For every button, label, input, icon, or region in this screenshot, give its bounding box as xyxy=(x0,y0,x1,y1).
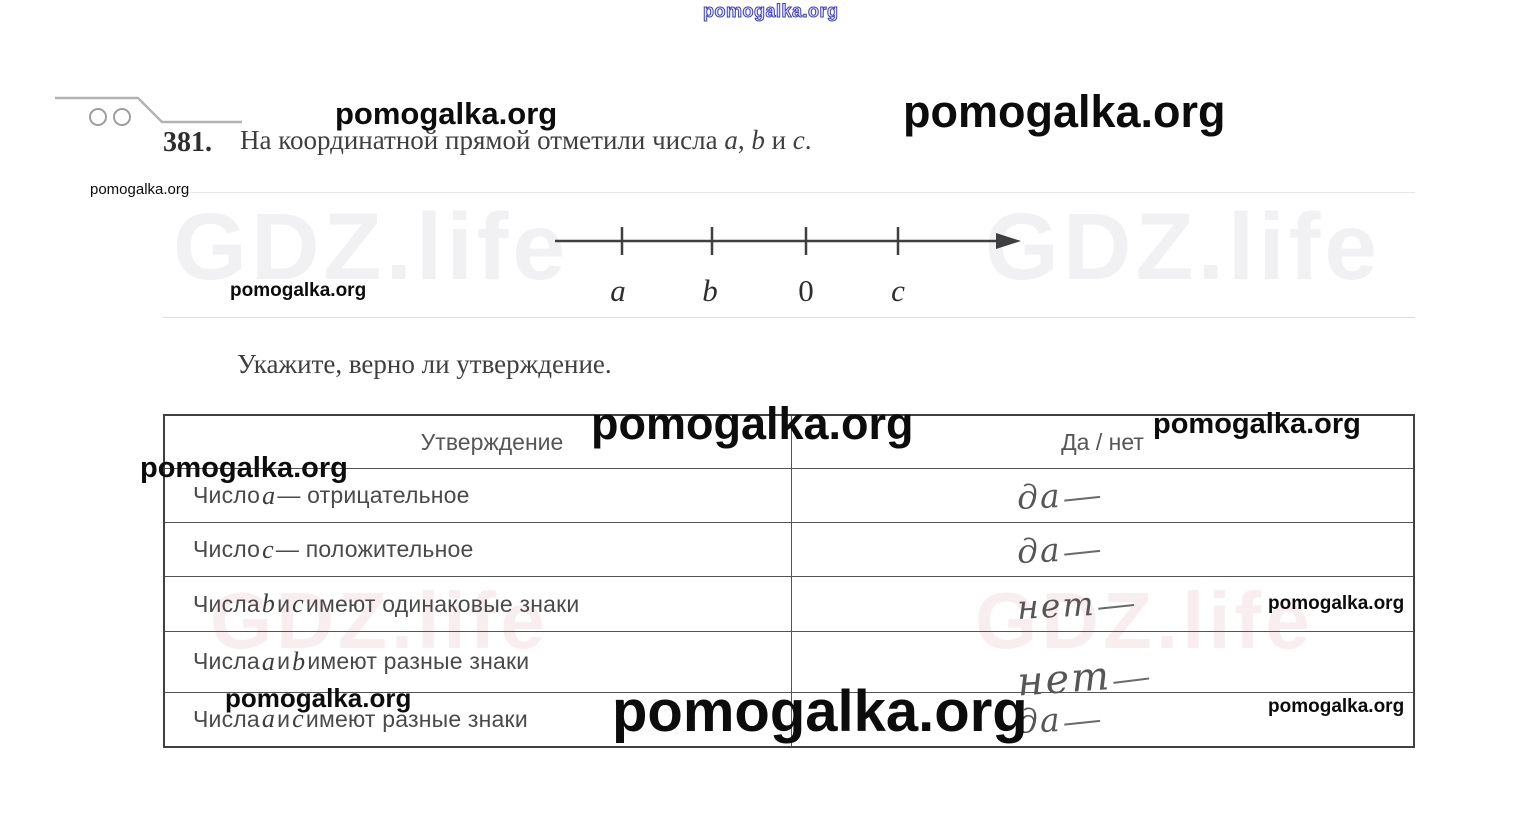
table-row: Числа a и b имеют разные знаки нет xyxy=(165,630,1413,705)
text-run: , xyxy=(737,125,752,155)
text-run: имеют разные знаки xyxy=(305,705,528,732)
arrowhead-icon xyxy=(996,233,1021,249)
watermark-site-table-top-right: pomogalka.org xyxy=(1153,408,1361,440)
statement-cell: Числа b и c имеют одинаковые знаки xyxy=(165,577,792,631)
number-line-figure: GDZ.life GDZ.life a b 0 c xyxy=(163,192,1415,318)
table-row: Числа a и c имеют разные знаки да xyxy=(165,691,1413,747)
answer-cell: да xyxy=(792,523,1413,576)
text-run: . xyxy=(804,125,812,155)
statements-table: Утверждение Да / нет Число a — отрицател… xyxy=(163,414,1415,748)
text-run: Числа xyxy=(193,648,260,675)
handwritten-answer: нет xyxy=(1016,650,1151,705)
variable: b xyxy=(292,646,306,676)
watermark-site-top: pomogalka.org xyxy=(703,1,839,22)
background-watermark-right: GDZ.life xyxy=(985,194,1382,300)
variable: c xyxy=(292,704,304,734)
background-watermark-left: GDZ.life xyxy=(173,194,570,300)
watermark-site-figure-left: pomogalka.org xyxy=(90,181,190,198)
text-run: Числа xyxy=(193,705,260,732)
handwritten-answer: да xyxy=(1016,474,1101,517)
header-statement: Утверждение xyxy=(165,416,792,468)
variable: b xyxy=(751,125,765,155)
text-run: Числа xyxy=(193,590,260,617)
number-line-label-zero: 0 xyxy=(798,273,814,308)
text-run: — отрицательное xyxy=(277,482,470,509)
watermark-site-figure: pomogalka.org xyxy=(230,280,367,301)
watermark-site-row5: pomogalka.org xyxy=(225,683,412,713)
variable: c xyxy=(792,125,805,155)
statement-cell: Число a — отрицательное xyxy=(165,469,792,523)
number-line-label-b: b xyxy=(702,273,718,308)
statement-cell: Числа a и c имеют разные знаки xyxy=(165,692,792,747)
text-run: и xyxy=(277,590,291,617)
variable: c xyxy=(262,534,274,564)
watermark-site-table-left: pomogalka.org xyxy=(140,452,348,484)
variable: a xyxy=(261,704,276,734)
background-watermark-pink-left: GDZ.life xyxy=(210,576,549,665)
header-answer: Да / нет xyxy=(1061,428,1144,455)
page-corner-decoration xyxy=(55,96,242,126)
variable: b xyxy=(261,589,276,618)
watermark-site-heading: pomogalka.org xyxy=(335,96,558,131)
handwritten-answer: да xyxy=(1016,528,1101,571)
watermark-site-top-right: pomogalka.org xyxy=(903,86,1226,137)
variable: a xyxy=(724,125,738,155)
text-run: Число xyxy=(193,536,261,563)
statement-cell: Число c — положительное xyxy=(165,523,792,577)
text-run: и xyxy=(277,648,291,675)
text-run: На координатной прямой отметили числа xyxy=(240,125,725,155)
watermark-site-table-top: pomogalka.org xyxy=(591,398,914,449)
watermark-site-row3-right: pomogalka.org xyxy=(1268,593,1405,614)
watermark-site-bottom-center: pomogalka.org xyxy=(612,679,1028,744)
handwritten-answer: да xyxy=(1016,698,1101,741)
binder-hole-icon xyxy=(113,108,131,126)
instruction-text: Укажите, верно ли утверждение. xyxy=(237,349,612,379)
variable: a xyxy=(262,480,276,510)
variable: c xyxy=(292,589,304,618)
text-run: имеют разные знаки xyxy=(307,648,530,675)
number-line-label-c: c xyxy=(891,273,905,308)
text-run: и xyxy=(764,125,793,155)
binder-hole-icon xyxy=(89,108,107,126)
text-run: имеют одинаковые знаки xyxy=(305,590,580,617)
text-run: и xyxy=(277,705,291,732)
table-row: Числа b и c имеют одинаковые знаки нет xyxy=(165,576,1413,631)
problem-number: 381. xyxy=(163,127,212,158)
statement-cell: Числа a и b имеют разные знаки xyxy=(165,631,792,692)
variable: a xyxy=(261,646,276,676)
text-run: — положительное xyxy=(275,536,474,563)
number-line: a b 0 c xyxy=(555,227,1021,308)
problem-statement: На координатной прямой отметили числа a,… xyxy=(240,125,812,156)
text-run: Число xyxy=(193,482,261,509)
answer-cell: да xyxy=(792,469,1413,522)
handwritten-answer: нет xyxy=(1016,581,1134,626)
table-header: Утверждение Да / нет xyxy=(165,416,1413,468)
number-line-label-a: a xyxy=(610,273,626,308)
watermark-site-bottom-right: pomogalka.org xyxy=(1268,696,1405,717)
table-row: Число a — отрицательное да xyxy=(165,468,1413,523)
table-row: Число c — положительное да xyxy=(165,522,1413,577)
